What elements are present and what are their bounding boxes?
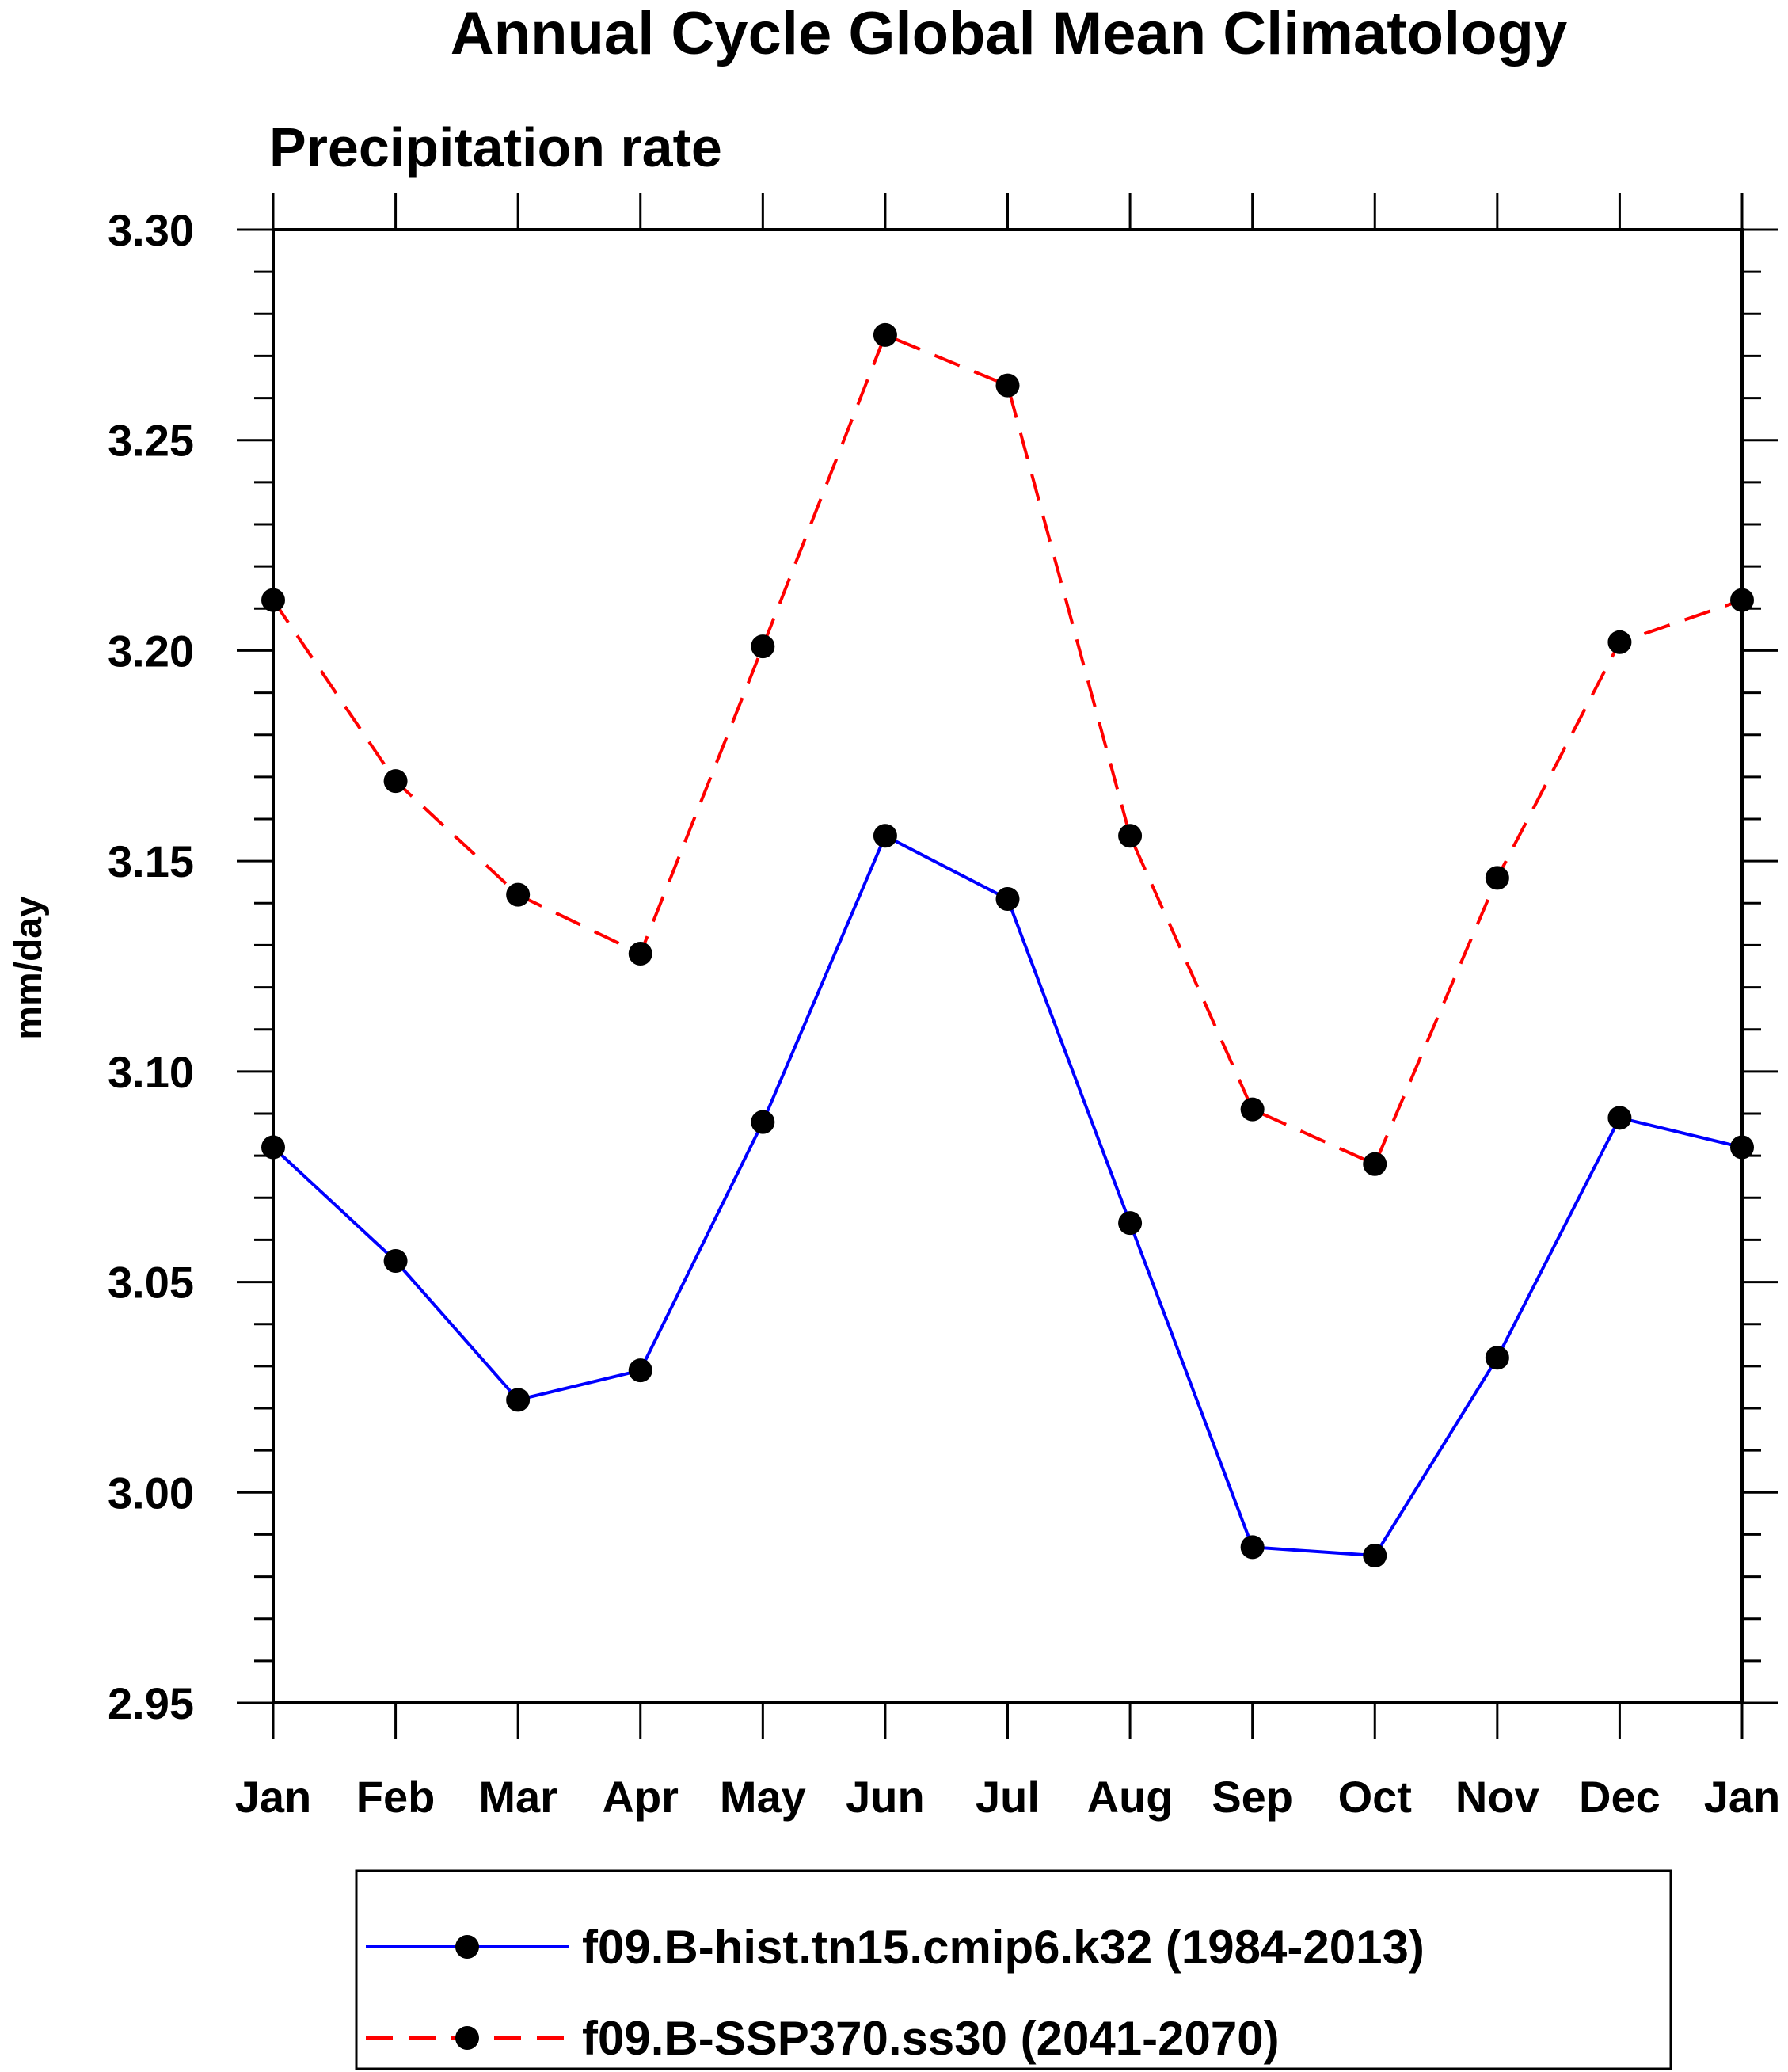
series-0-point [751,1110,775,1134]
series-0-point [995,886,1020,911]
legend-label-0: f09.B-hist.tn15.cmip6.k32 (1984-2013) [582,1921,1425,1974]
x-tick-label: May [720,1772,806,1822]
x-tick-label: Jul [976,1772,1040,1822]
series-layer [261,322,1754,1567]
x-tick-label: Dec [1579,1772,1661,1822]
series-1-point [995,373,1020,398]
y-axis-label: mm/day [8,896,50,1040]
series-1-point [1118,824,1143,848]
series-0-point [1363,1544,1387,1567]
series-1-point [383,769,408,794]
x-tick-label: Jan [235,1772,312,1822]
legend-label-1: f09.B-SSP370.ss30 (2041-2070) [582,2012,1280,2065]
series-1-point [628,942,652,966]
legend-marker-1 [455,2026,479,2050]
series-0-point [1607,1106,1632,1130]
x-tick-label: Jun [846,1772,925,1822]
y-tick-label: 2.95 [108,1678,194,1728]
series-0-point [1118,1211,1143,1236]
y-tick-label: 3.15 [108,836,194,886]
legend-marker-0 [455,1935,479,1959]
series-0-point [873,824,897,848]
y-tick-label: 3.05 [108,1258,194,1308]
x-tick-labels: Jan Feb Mar Apr May Jun Jul Aug Sep Oct Nov Dec Jan [235,1772,1781,1822]
series-1-point [1240,1097,1265,1122]
axis-ticks [237,193,1778,1739]
plot-frame [272,228,1744,1704]
chart-title: Annual Cycle Global Mean Climatology [451,0,1567,67]
y-tick-label: 3.00 [108,1468,194,1518]
series-line-0 [272,833,1743,1558]
series-1-point [506,882,531,907]
legend-box [355,1869,1672,2070]
y-tick-label: 3.10 [108,1047,194,1097]
x-tick-label: Apr [603,1772,679,1822]
series-0-point [628,1358,652,1383]
y-tick-labels: 2.95 3.00 3.05 3.10 3.15 3.20 3.25 3.30 [108,205,194,1728]
y-tick-label: 3.20 [108,626,194,676]
x-tick-label: Sep [1212,1772,1293,1822]
legend: f09.B-hist.tn15.cmip6.k32 (1984-2013) f09… [355,1869,1672,2070]
x-tick-label: Aug [1087,1772,1174,1822]
y-tick-label: 3.30 [108,205,194,255]
series-0-point [506,1388,531,1412]
x-tick-label: Oct [1338,1772,1412,1822]
series-1-point [1485,866,1509,890]
series-0-point [1240,1535,1265,1560]
x-tick-label: Nov [1455,1772,1539,1822]
series-0-point [383,1249,408,1273]
chart-subtitle: Precipitation rate [269,116,722,178]
series-0-point [1485,1346,1509,1370]
series-1-point [873,322,897,347]
x-tick-label: Feb [356,1772,436,1822]
series-1-point [751,634,775,659]
y-tick-label: 3.25 [108,416,194,466]
x-tick-label: Jan [1704,1772,1781,1822]
series-1-point [1607,630,1632,654]
series-1-point [1363,1152,1387,1176]
series-line-1 [272,333,1743,1167]
x-tick-label: Mar [478,1772,557,1822]
